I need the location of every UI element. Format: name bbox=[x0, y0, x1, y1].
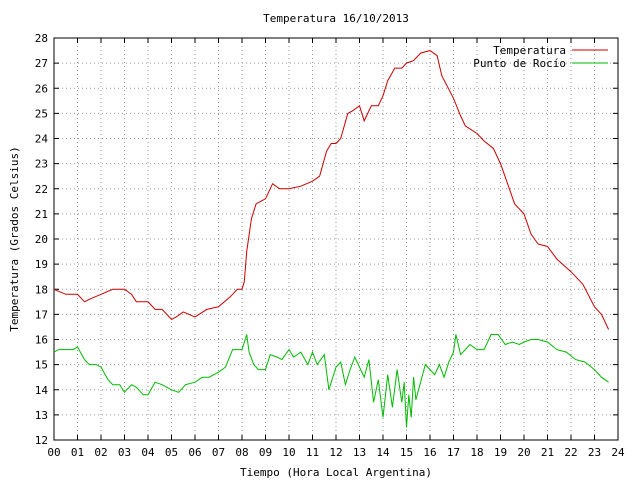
x-tick-label: 03 bbox=[118, 446, 131, 459]
y-tick-label: 15 bbox=[35, 359, 48, 372]
series-lines bbox=[53, 50, 610, 428]
legend-label-0: Temperatura bbox=[493, 44, 566, 57]
y-tick-label: 24 bbox=[35, 133, 49, 146]
x-tick-label: 12 bbox=[329, 446, 342, 459]
x-tick-label: 04 bbox=[141, 446, 155, 459]
x-tick-label: 18 bbox=[470, 446, 483, 459]
y-tick-label: 28 bbox=[35, 32, 48, 45]
x-tick-label: 19 bbox=[494, 446, 507, 459]
x-tick-label: 07 bbox=[212, 446, 225, 459]
x-tick-label: 11 bbox=[306, 446, 319, 459]
y-tick-label: 27 bbox=[35, 57, 48, 70]
y-axis-ticks: 12 13 14 15 16 17 18 19 20 21 22 23 24 25 26 27 28 bbox=[35, 32, 618, 447]
legend-label-1: Punto de Rocío bbox=[473, 57, 566, 70]
x-tick-label: 13 bbox=[353, 446, 366, 459]
x-tick-label: 00 bbox=[47, 446, 60, 459]
x-axis-ticks: 00 01 02 03 04 05 06 07 08 09 10 11 12 13 14 15 16 17 18 19… bbox=[47, 38, 625, 459]
x-tick-label: 05 bbox=[165, 446, 178, 459]
x-tick-label: 10 bbox=[282, 446, 295, 459]
y-axis-label: Temperatura (Grados Celsius) bbox=[8, 146, 21, 331]
series-line-0 bbox=[53, 50, 610, 330]
x-tick-label: 06 bbox=[188, 446, 201, 459]
grid-lines bbox=[54, 38, 618, 440]
chart-title: Temperatura 16/10/2013 bbox=[263, 12, 409, 25]
y-tick-label: 22 bbox=[35, 183, 48, 196]
x-tick-label: 08 bbox=[235, 446, 248, 459]
y-tick-label: 18 bbox=[35, 283, 48, 296]
x-axis-label: Tiempo (Hora Local Argentina) bbox=[240, 466, 432, 479]
x-tick-label: 16 bbox=[423, 446, 436, 459]
x-tick-label: 23 bbox=[588, 446, 601, 459]
x-tick-label: 01 bbox=[71, 446, 84, 459]
x-tick-label: 09 bbox=[259, 446, 272, 459]
y-tick-label: 17 bbox=[35, 308, 48, 321]
y-tick-label: 16 bbox=[35, 334, 48, 347]
x-tick-label: 02 bbox=[94, 446, 107, 459]
x-tick-label: 24 bbox=[611, 446, 625, 459]
y-tick-label: 25 bbox=[35, 107, 48, 120]
x-tick-label: 21 bbox=[541, 446, 554, 459]
series-line-1 bbox=[53, 334, 609, 428]
x-tick-label: 15 bbox=[400, 446, 413, 459]
y-tick-label: 14 bbox=[35, 384, 49, 397]
y-tick-label: 26 bbox=[35, 82, 48, 95]
x-tick-label: 14 bbox=[376, 446, 390, 459]
y-tick-label: 12 bbox=[35, 434, 48, 447]
y-tick-label: 13 bbox=[35, 409, 48, 422]
y-tick-label: 20 bbox=[35, 233, 48, 246]
x-tick-label: 20 bbox=[517, 446, 530, 459]
y-tick-label: 23 bbox=[35, 158, 48, 171]
y-tick-label: 21 bbox=[35, 208, 48, 221]
x-tick-label: 22 bbox=[564, 446, 577, 459]
x-tick-label: 17 bbox=[447, 446, 460, 459]
y-tick-label: 19 bbox=[35, 258, 48, 271]
